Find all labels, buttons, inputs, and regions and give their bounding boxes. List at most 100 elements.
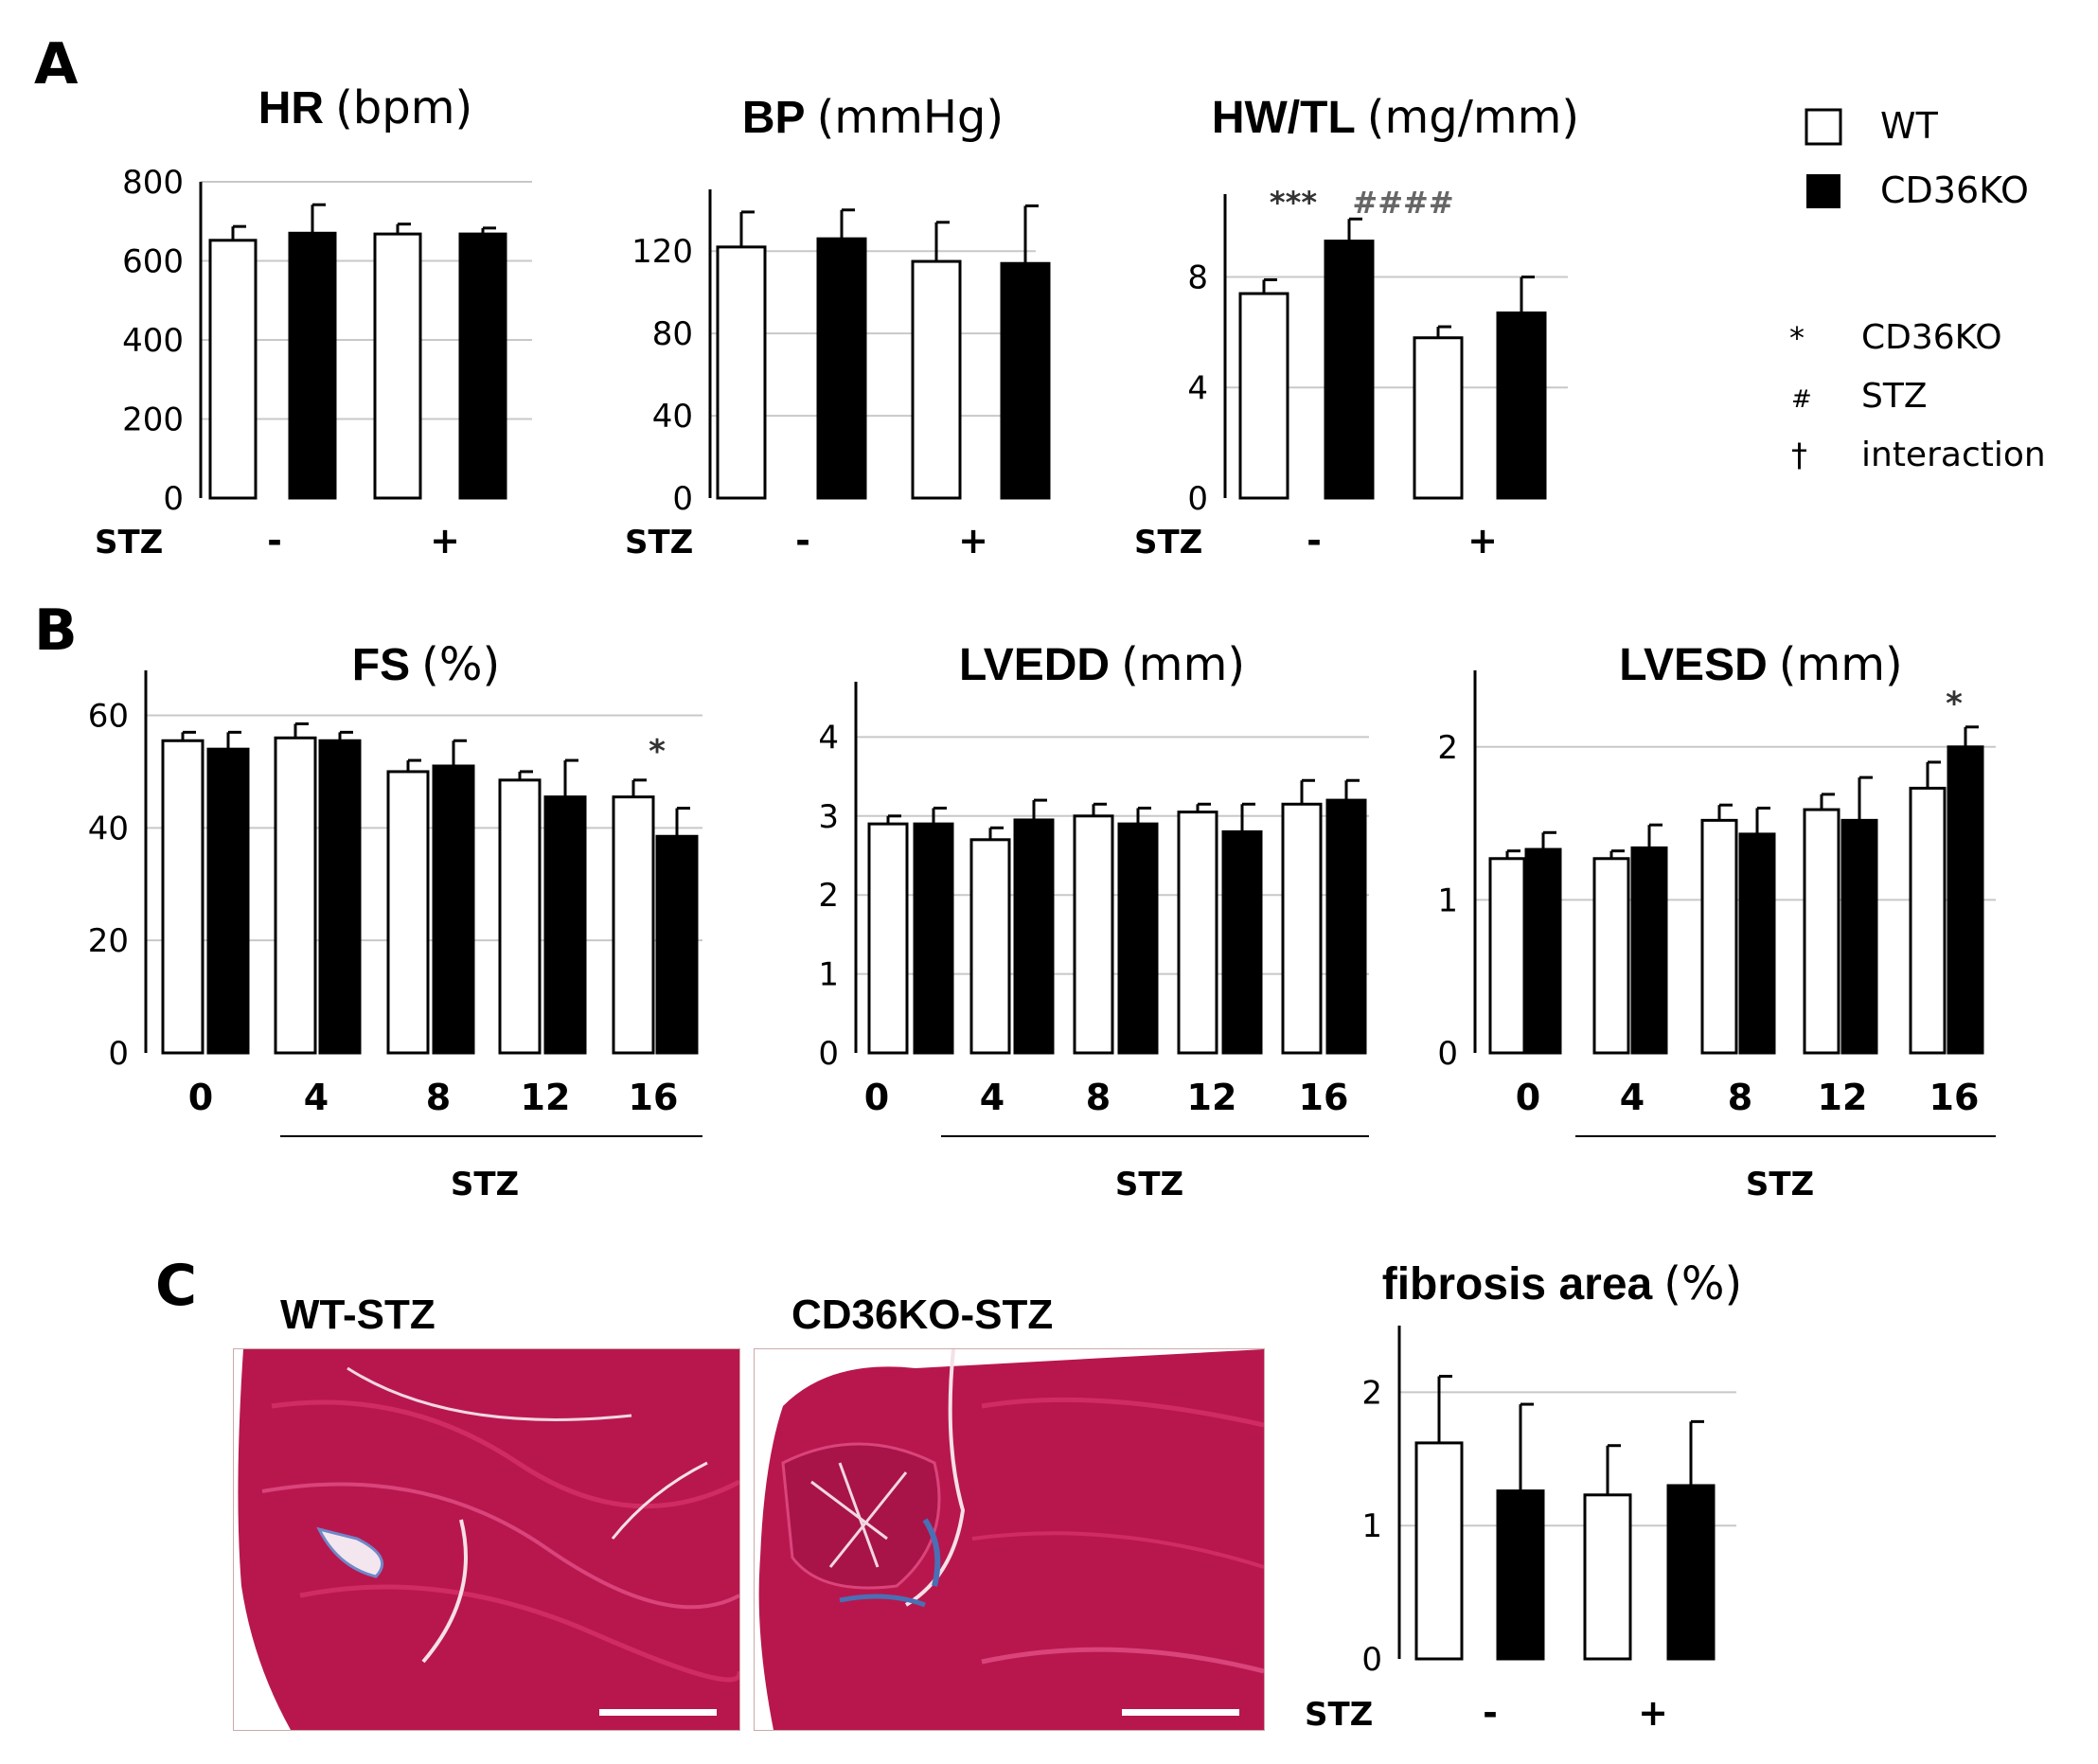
y-tick-label: 2 — [818, 877, 839, 915]
legend-sig-label: CD36KO — [1861, 318, 2002, 357]
chart-title-main: HW/TL — [1212, 93, 1356, 143]
y-tick-label: 60 — [88, 698, 129, 736]
bar-wt — [969, 838, 1011, 1055]
legend-sig-symbol: # — [1791, 385, 1812, 414]
legend-cd36ko-label: CD36KO — [1880, 169, 2029, 211]
bar-wt — [612, 795, 655, 1055]
chart-title-unit: (%) — [421, 638, 500, 691]
x-axis-label: STZ — [1115, 1166, 1183, 1203]
histology-wt-scalebar — [599, 1709, 717, 1716]
chart-title-main: fibrosis area — [1382, 1259, 1653, 1310]
chart-title: BP (mmHg) — [742, 91, 1004, 144]
histology-cd36ko-scalebar — [1122, 1709, 1239, 1716]
y-tick-label: 4 — [818, 719, 839, 757]
histology-wt-stz-svg — [234, 1349, 739, 1730]
bar-cd36ko — [1840, 818, 1878, 1055]
x-axis-label: STZ — [1746, 1166, 1814, 1203]
bar-wt — [911, 259, 962, 500]
legend: WT CD36KO * CD36KO # STZ † interaction — [1789, 105, 2046, 474]
y-tick-label: 0 — [163, 480, 184, 518]
bar-cd36ko — [432, 764, 475, 1055]
chart-title-unit: (mm) — [1121, 638, 1245, 691]
bar-wt — [716, 245, 767, 500]
y-tick-label: 600 — [122, 243, 184, 281]
bar-cd36ko — [458, 232, 507, 500]
bar-cd36ko — [1496, 311, 1547, 500]
chart-title-unit: (%) — [1663, 1257, 1742, 1310]
x-tick-label: + — [1467, 520, 1498, 561]
x-axis-label: STZ — [625, 524, 693, 561]
legend-cd36ko-swatch — [1806, 174, 1840, 208]
histology-cd36ko-stz-image — [754, 1348, 1265, 1731]
bar-wt — [208, 239, 258, 500]
y-tick-label: 400 — [122, 322, 184, 360]
x-tick-label: 8 — [426, 1077, 451, 1118]
bar-cd36ko — [1000, 261, 1051, 500]
significance-marker: *** — [1270, 185, 1317, 221]
x-tick-label: 16 — [1299, 1077, 1349, 1118]
chart-title: fibrosis area (%) — [1382, 1257, 1743, 1310]
bar-cd36ko — [318, 739, 362, 1055]
y-tick-label: 8 — [1187, 259, 1208, 297]
y-tick-label: 0 — [1437, 1035, 1458, 1073]
x-tick-label: 16 — [1929, 1077, 1980, 1118]
x-axis-label: STZ — [95, 524, 163, 561]
y-tick-label: 2 — [1361, 1374, 1382, 1412]
x-tick-label: 4 — [1620, 1077, 1645, 1118]
panel-letter-a: A — [34, 31, 79, 98]
y-tick-label: 200 — [122, 401, 184, 439]
chart-title: FS (%) — [352, 638, 500, 691]
y-tick-label: 800 — [122, 164, 184, 202]
bar-wt — [161, 739, 204, 1055]
bar-wt — [1592, 857, 1630, 1055]
bar-wt — [867, 822, 909, 1055]
x-tick-label: 12 — [1818, 1077, 1868, 1118]
x-tick-label: + — [958, 520, 988, 561]
chart-title: HW/TL (mg/mm) — [1212, 91, 1579, 144]
bar-wt — [274, 736, 317, 1055]
bar-cd36ko — [288, 231, 337, 500]
x-tick-label: 8 — [1086, 1077, 1111, 1118]
y-tick-label: 0 — [1361, 1641, 1382, 1679]
chart-title: LVEDD (mm) — [959, 638, 1245, 691]
x-tick-label: 0 — [188, 1077, 213, 1118]
bar-cd36ko — [1325, 798, 1367, 1055]
x-tick-label: 4 — [304, 1077, 329, 1118]
y-tick-label: 40 — [652, 398, 693, 436]
bar-cd36ko — [1630, 846, 1668, 1055]
chart-hr: HR (bpm) 0 200 400 600 800 - + STZ — [95, 81, 532, 561]
y-tick-label: 1 — [1437, 882, 1458, 919]
chart-title-main: HR — [258, 83, 324, 134]
bar-wt — [1281, 802, 1323, 1055]
bar-wt — [1803, 808, 1840, 1055]
y-tick-label: 40 — [88, 810, 129, 847]
y-tick-label: 0 — [108, 1035, 129, 1073]
bar-cd36ko — [1496, 1489, 1545, 1661]
bar-cd36ko — [543, 795, 587, 1055]
panel-letter-c: C — [155, 1253, 197, 1319]
bar-wt — [1413, 336, 1464, 500]
chart-fs: FS (%) 0 20 40 60 0 4 8 12 16 STZ * — [88, 638, 702, 1203]
x-tick-label: - — [795, 520, 810, 561]
x-tick-label: - — [1307, 520, 1322, 561]
legend-wt-label: WT — [1880, 105, 1939, 147]
x-tick-label: 12 — [1187, 1077, 1237, 1118]
y-tick-label: 4 — [1187, 369, 1208, 407]
x-tick-label: - — [1483, 1692, 1498, 1734]
x-tick-label: 12 — [521, 1077, 571, 1118]
x-axis-label: STZ — [451, 1166, 519, 1203]
x-tick-label: 4 — [980, 1077, 1005, 1118]
x-tick-label: - — [267, 520, 282, 561]
chart-title-unit: (mg/mm) — [1367, 91, 1579, 144]
chart-title: HR (bpm) — [258, 81, 472, 134]
bar-wt — [498, 778, 542, 1055]
bar-cd36ko — [1524, 847, 1562, 1055]
y-tick-label: 120 — [631, 233, 693, 271]
bar-cd36ko — [206, 747, 250, 1055]
chart-title-unit: (mm) — [1779, 638, 1903, 691]
y-tick-label: 1 — [1361, 1507, 1382, 1545]
bar-cd36ko — [1324, 240, 1375, 500]
legend-sig-label: STZ — [1861, 377, 1928, 416]
bar-wt — [1238, 292, 1289, 500]
x-axis-label: STZ — [1305, 1696, 1373, 1734]
